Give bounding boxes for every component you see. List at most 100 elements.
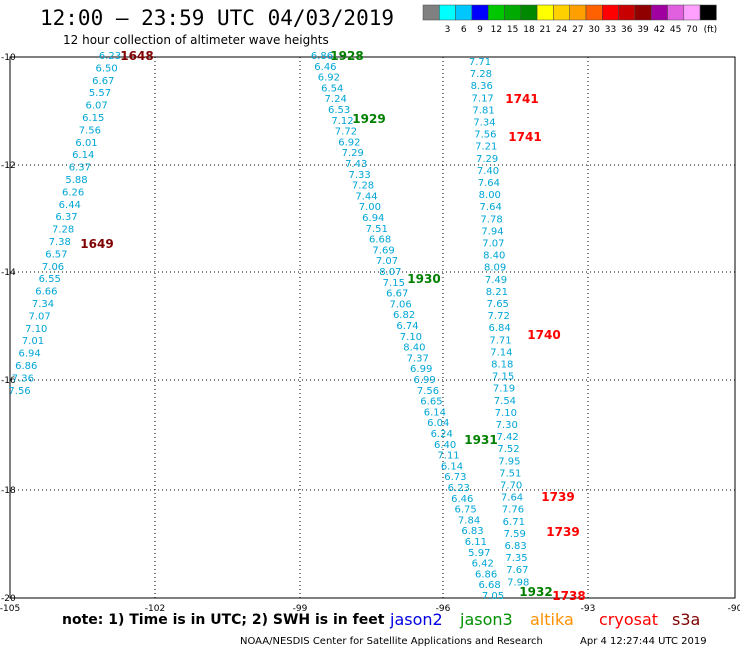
wave-height-value: 7.72 — [335, 127, 357, 138]
wave-height-value: 6.73 — [444, 472, 466, 483]
wave-height-value: 7.17 — [472, 93, 494, 104]
latitude-tick-label: -14 — [1, 268, 16, 278]
wave-height-value: 7.54 — [494, 396, 516, 407]
wave-height-value: 8.00 — [479, 190, 501, 201]
wave-height-value: 6.23 — [99, 51, 121, 62]
wave-height-value: 7.64 — [501, 493, 523, 504]
colorbar-tick-label: 3 — [445, 25, 451, 35]
wave-height-value: 6.14 — [441, 461, 463, 472]
wave-height-value: 8.18 — [491, 360, 513, 371]
wave-height-value: 6.14 — [72, 150, 94, 161]
colorbar-tick-label: 12 — [491, 25, 502, 35]
pass-time-label: 1931 — [464, 433, 497, 447]
wave-height-value: 6.26 — [62, 187, 84, 198]
longitude-tick-label: -102 — [145, 604, 165, 614]
pass-time-label: 1649 — [80, 237, 113, 251]
wave-height-value: 7.06 — [42, 262, 64, 273]
wave-height-value: 7.06 — [390, 299, 412, 310]
wave-height-value: 5.57 — [89, 88, 111, 99]
wave-height-value: 7.01 — [22, 336, 44, 347]
wave-height-value: 6.54 — [321, 83, 343, 94]
wave-height-value: 7.07 — [482, 239, 504, 250]
colorbar-swatch — [699, 4, 717, 21]
longitude-tick-label: -93 — [581, 604, 596, 614]
wave-height-value: 6.84 — [488, 323, 510, 334]
wave-height-value: 6.99 — [413, 375, 435, 386]
pass-time-label: 1932 — [519, 585, 552, 599]
wave-height-value: 7.24 — [325, 94, 347, 105]
latitude-tick-label: -16 — [1, 376, 16, 386]
pass-time-label: 1930 — [407, 272, 440, 286]
longitude-tick-label: -96 — [436, 604, 451, 614]
pass-time-label: 1738 — [552, 589, 585, 603]
wave-height-value: 7.70 — [500, 481, 522, 492]
wave-height-value: 7.33 — [348, 170, 370, 181]
wave-height-value: 6.46 — [314, 62, 336, 73]
wave-height-value: 7.36 — [12, 373, 34, 384]
wave-height-value: 6.65 — [420, 397, 442, 408]
wave-height-value: 6.68 — [369, 235, 391, 246]
wave-height-value: 7.56 — [79, 125, 101, 136]
wave-height-value: 7.51 — [366, 224, 388, 235]
wave-height-value: 7.15 — [492, 372, 514, 383]
wave-height-value: 6.53 — [328, 105, 350, 116]
colorbar-tick-label: 6 — [461, 25, 467, 35]
legend-s3a: s3a — [672, 610, 701, 629]
wave-height-value: 8.40 — [403, 343, 425, 354]
wave-height-value: 7.14 — [490, 347, 512, 358]
colorbar-tick-label: 15 — [507, 25, 518, 35]
wave-height-value: 7.67 — [506, 565, 528, 576]
wave-height-value: 6.46 — [451, 494, 473, 505]
wave-height-value: 7.51 — [499, 468, 521, 479]
wave-height-value: 8.21 — [486, 287, 508, 298]
map-subtitle: 12 hour collection of altimeter wave hei… — [63, 33, 329, 47]
pass-time-label: 1739 — [546, 525, 579, 539]
wave-height-value: 7.49 — [485, 275, 507, 286]
wave-height-value: 6.14 — [424, 407, 446, 418]
wave-height-value: 7.07 — [29, 311, 51, 322]
pass-time-label: 1929 — [352, 112, 385, 126]
wave-height-value: 6.37 — [69, 163, 91, 174]
wave-height-value: 6.15 — [82, 113, 104, 124]
legend-jason2: jason2 — [390, 610, 443, 629]
wave-height-value: 7.10 — [25, 324, 47, 335]
wave-height-value: 7.94 — [481, 226, 503, 237]
latitude-tick-label: -12 — [1, 161, 16, 171]
pass-time-label: 1741 — [508, 130, 541, 144]
wave-height-value: 7.35 — [505, 553, 527, 564]
wave-height-value: 6.82 — [393, 310, 415, 321]
wave-height-value: 7.07 — [376, 256, 398, 267]
wave-height-value: 7.98 — [507, 577, 529, 588]
colorbar-tick-label: 24 — [556, 25, 568, 35]
wave-height-value: 7.34 — [32, 299, 54, 310]
wave-height-value: 7.56 — [474, 130, 496, 141]
longitude-tick-label: -105 — [0, 604, 20, 614]
wave-height-value: 7.69 — [372, 245, 394, 256]
wave-height-value: 7.11 — [437, 451, 459, 462]
wave-height-value: 6.23 — [448, 483, 470, 494]
wave-height-value: 7.56 — [8, 386, 30, 397]
wave-height-value: 6.11 — [465, 537, 487, 548]
colorbar-tick-label: 33 — [605, 25, 616, 35]
wave-height-value: 5.88 — [65, 175, 87, 186]
map-title: 12:00 – 23:59 UTC 04/03/2019 — [40, 6, 395, 30]
wave-height-value: 7.34 — [473, 118, 495, 129]
wave-height-value: 7.64 — [480, 202, 502, 213]
wave-height-value: 6.99 — [410, 364, 432, 375]
wave-height-value: 7.00 — [359, 202, 381, 213]
wave-height-value: 6.66 — [35, 287, 57, 298]
colorbar-unit-label: (ft) — [704, 25, 718, 35]
wave-height-value: 7.37 — [407, 353, 429, 364]
wave-height-value: 7.76 — [502, 505, 524, 516]
wave-height-value: 6.75 — [455, 505, 477, 516]
wave-height-value: 7.56 — [417, 386, 439, 397]
credit-line: NOAA/NESDIS Center for Satellite Applica… — [240, 636, 543, 647]
legend-altika: altika — [530, 610, 574, 629]
map-frame — [9, 56, 736, 599]
colorbar-tick-label: 42 — [654, 25, 665, 35]
wave-height-value: 7.28 — [352, 181, 374, 192]
wave-height-value: 6.86 — [475, 569, 497, 580]
pass-time-label: 1740 — [527, 328, 560, 342]
wave-height-value: 7.40 — [477, 166, 499, 177]
colorbar-tick-label: 9 — [477, 25, 483, 35]
